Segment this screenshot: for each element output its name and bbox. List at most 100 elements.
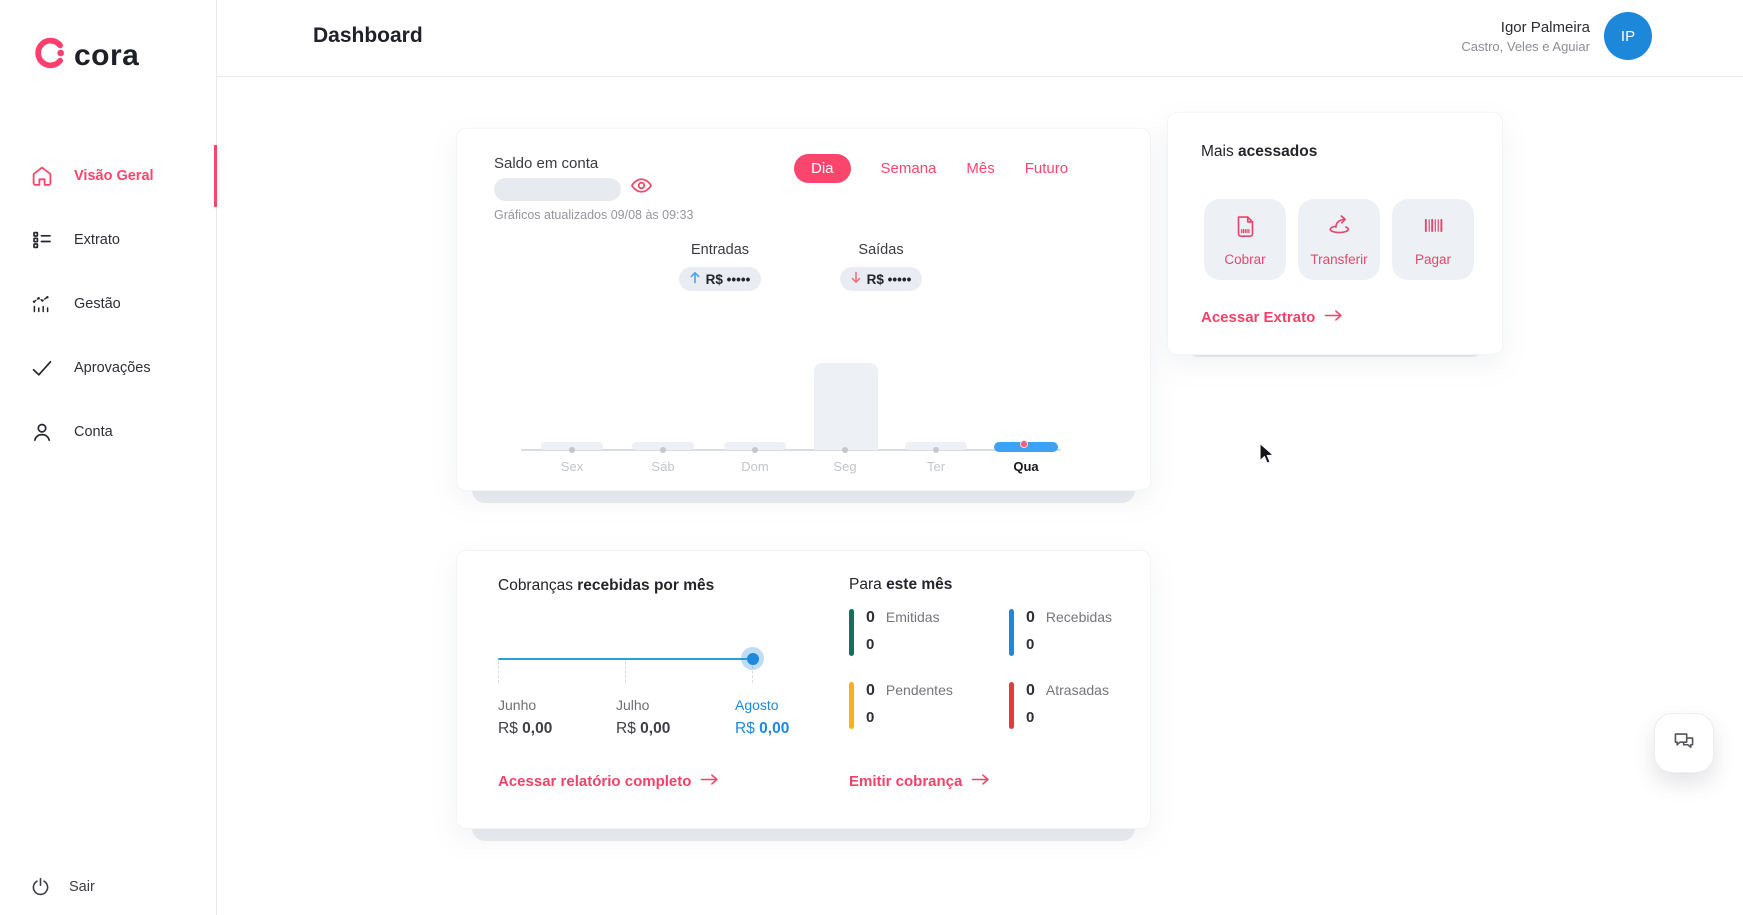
- stat-sub-value: 0: [866, 709, 875, 726]
- value: 0,00: [522, 720, 553, 737]
- home-icon: [30, 164, 54, 188]
- charges-card: Cobranças recebidas por mês Junho R$ 0,0…: [456, 550, 1151, 829]
- shortcut-pagar[interactable]: Pagar: [1392, 199, 1474, 280]
- stat-sub-value: 0: [1026, 636, 1035, 653]
- slider-handle[interactable]: [741, 647, 764, 670]
- outflows-badge: R$ •••••: [839, 267, 923, 291]
- stat-color-bar: [849, 682, 854, 729]
- logout-button[interactable]: Sair: [30, 876, 95, 898]
- day-label-sex[interactable]: Sex: [560, 459, 584, 474]
- chat-button[interactable]: [1654, 713, 1714, 773]
- day-label-seg[interactable]: Seg: [833, 459, 857, 474]
- chart-bar-dom[interactable]: [724, 442, 786, 450]
- monthly-line: [498, 658, 753, 660]
- shortcut-transferir[interactable]: Transferir: [1298, 199, 1380, 280]
- cora-logo[interactable]: cora: [32, 36, 139, 75]
- sidebar-item-label: Visão Geral: [74, 168, 154, 184]
- toggle-balance-visibility-button[interactable]: [627, 174, 655, 202]
- chart-bar-ter[interactable]: [905, 442, 967, 450]
- acessar-relatorio-link[interactable]: Acessar relatório completo: [498, 773, 719, 790]
- chart-bar-sab[interactable]: [632, 442, 694, 450]
- chart-bar-qua-selected[interactable]: [994, 440, 1058, 452]
- tick-dot: [569, 447, 575, 453]
- stat-count: 0: [866, 682, 875, 699]
- month-tick: [625, 661, 626, 683]
- shortcut-label: Pagar: [1414, 252, 1452, 267]
- inflows-summary: Entradas R$ •••••: [670, 242, 770, 291]
- month-tick: [752, 661, 753, 683]
- tab-futuro[interactable]: Futuro: [1024, 159, 1069, 177]
- sidebar-item-label: Aprovações: [74, 360, 151, 376]
- monthly-chart-title: Cobranças recebidas por mês: [498, 577, 714, 595]
- user-menu[interactable]: Igor Palmeira Castro, Veles e Aguiar IP: [1461, 12, 1652, 60]
- month-agosto: Agosto R$ 0,00: [735, 697, 789, 738]
- tick-dot: [933, 447, 939, 453]
- chart-bar-seg[interactable]: [814, 363, 878, 450]
- currency: R$: [616, 720, 636, 737]
- charts-updated-text: Gráficos atualizados 09/08 às 09:33: [494, 208, 694, 222]
- sidebar-item-gestao[interactable]: Gestão: [0, 285, 216, 323]
- sidebar-item-aprovacoes[interactable]: Aprovações: [0, 349, 216, 387]
- balance-label: Saldo em conta: [494, 155, 599, 172]
- tick-dot: [660, 447, 666, 453]
- list-icon: [30, 228, 54, 252]
- stat-sub-value: 0: [866, 636, 875, 653]
- day-label-ter[interactable]: Ter: [926, 459, 946, 474]
- value: 0,00: [759, 720, 790, 737]
- link-label: Acessar Extrato: [1201, 309, 1316, 326]
- month-julho: Julho R$ 0,00: [616, 697, 670, 738]
- inflows-value: R$ •••••: [705, 271, 751, 287]
- check-icon: [30, 356, 54, 380]
- stat-pendentes: 0 Pendentes 0: [849, 682, 953, 730]
- arrow-right-icon: [1324, 309, 1343, 326]
- sidebar-item-conta[interactable]: Conta: [0, 413, 216, 451]
- stat-label: Emitidas: [885, 609, 940, 625]
- chart-trend-icon: [30, 292, 54, 316]
- emitir-cobranca-link[interactable]: Emitir cobrança: [849, 773, 990, 790]
- day-label-dom[interactable]: Dom: [741, 459, 769, 474]
- shortcut-cobrar[interactable]: Cobrar: [1204, 199, 1286, 280]
- month-name: Junho: [498, 697, 537, 713]
- this-month-title-bold: este mês: [886, 576, 953, 593]
- month-junho: Junho R$ 0,00: [498, 697, 552, 738]
- stat-sub-value: 0: [1026, 709, 1035, 726]
- stat-label: Recebidas: [1045, 609, 1113, 625]
- chat-bubbles-icon: [1669, 726, 1699, 761]
- acessar-extrato-link[interactable]: Acessar Extrato: [1201, 309, 1343, 326]
- balance-value-hidden: [494, 178, 621, 201]
- logout-label: Sair: [69, 879, 95, 895]
- stat-emitidas: 0 Emitidas 0: [849, 609, 940, 657]
- week-bar-chart: Sex Sáb Dom Seg Ter Qua: [457, 129, 1152, 492]
- sidebar-item-visao-geral[interactable]: Visão Geral: [0, 157, 216, 195]
- chart-bar-sex[interactable]: [541, 442, 603, 450]
- sidebar-item-label: Extrato: [74, 232, 120, 248]
- this-month-title-regular: Para: [849, 576, 887, 593]
- day-label-qua[interactable]: Qua: [1013, 459, 1039, 474]
- tab-semana[interactable]: Semana: [880, 159, 937, 177]
- user-icon: [30, 420, 54, 444]
- value: 0,00: [640, 720, 671, 737]
- day-label-sab[interactable]: Sáb: [651, 459, 675, 474]
- tab-dia[interactable]: Dia: [794, 153, 851, 183]
- header: Dashboard Igor Palmeira Castro, Veles e …: [217, 0, 1743, 77]
- this-month-title: Para este mês: [849, 576, 952, 594]
- monthly-title-bold: recebidas por mês: [577, 577, 715, 594]
- mouse-cursor: [1256, 442, 1278, 471]
- stat-label: Atrasadas: [1045, 682, 1109, 698]
- sidebar-item-extrato[interactable]: Extrato: [0, 221, 216, 259]
- stat-count: 0: [1026, 682, 1035, 699]
- month-tick: [498, 661, 499, 683]
- link-label: Acessar relatório completo: [498, 773, 692, 790]
- inflows-label: Entradas: [690, 242, 750, 258]
- avatar[interactable]: IP: [1604, 12, 1652, 60]
- arrow-down-icon: [851, 271, 861, 287]
- monthly-title-regular: Cobranças: [498, 577, 578, 594]
- active-nav-indicator: [214, 145, 217, 207]
- barcode-icon: [1420, 212, 1447, 244]
- tab-mes[interactable]: Mês: [966, 159, 995, 177]
- shortcuts-title-bold: acessados: [1238, 143, 1318, 160]
- inflows-badge: R$ •••••: [678, 267, 762, 291]
- shortcuts-title-regular: Mais: [1201, 143, 1239, 160]
- link-label: Emitir cobrança: [849, 773, 963, 790]
